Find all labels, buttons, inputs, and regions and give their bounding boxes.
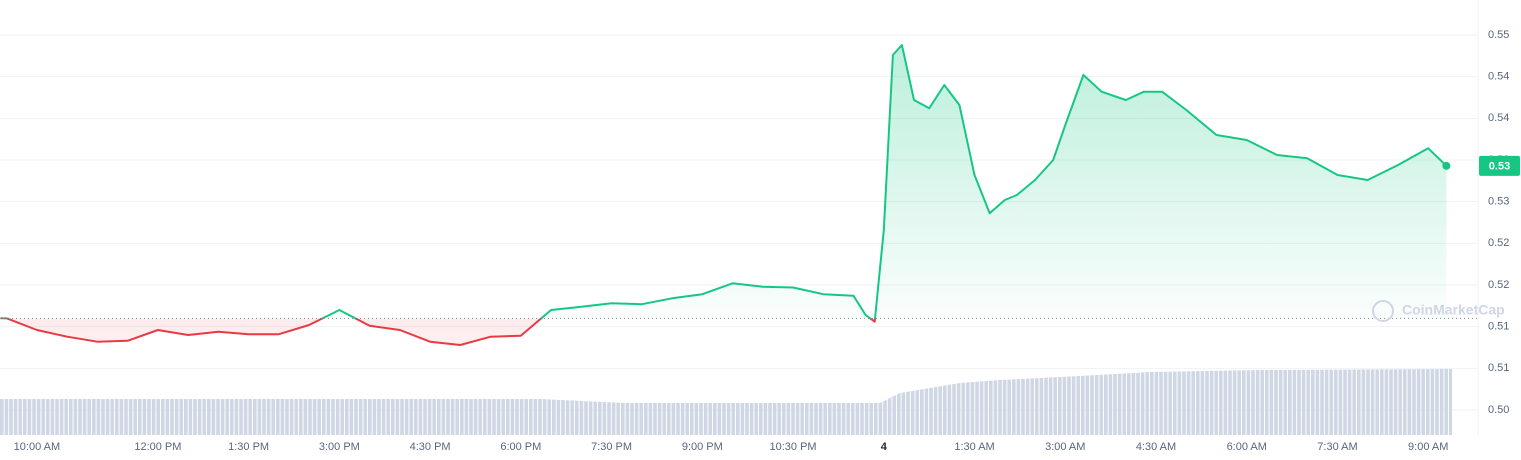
- x-tick-label: 4:30 AM: [1136, 441, 1176, 453]
- x-tick-label: 10:30 PM: [770, 441, 817, 453]
- y-tick-label: 0.55: [1488, 29, 1509, 41]
- watermark-text: CoinMarketCap: [1402, 302, 1505, 318]
- y-tick-label: 0.53: [1488, 196, 1509, 208]
- x-tick-label: 12:00 PM: [134, 441, 181, 453]
- price-line: [0, 44, 1448, 346]
- y-tick-label: 0.52: [1488, 237, 1509, 249]
- x-tick-label: 4:30 PM: [410, 441, 451, 453]
- watermark: CoinMarketCap: [1372, 300, 1505, 322]
- y-tick-label: 0.51: [1488, 362, 1509, 374]
- last-point: [1442, 161, 1451, 170]
- y-tick-label: 0.54: [1488, 71, 1509, 83]
- price-badge-label: 0.53: [1489, 161, 1510, 173]
- x-tick-label: 7:30 AM: [1317, 441, 1357, 453]
- volume-bars: [0, 369, 1452, 435]
- x-tick-label: 7:30 PM: [591, 441, 632, 453]
- y-tick-label: 0.50: [1488, 404, 1509, 416]
- price-badge: [1479, 155, 1520, 176]
- x-tick-label: 9:00 PM: [682, 441, 723, 453]
- area: [0, 45, 1447, 345]
- y-tick-label: 0.51: [1488, 321, 1509, 333]
- x-tick-label: 9:00 AM: [1408, 441, 1448, 453]
- x-tick-label: 10:00 AM: [14, 441, 60, 453]
- x-tick-label: 6:00 PM: [500, 441, 541, 453]
- y-tick-label: 0.54: [1488, 112, 1509, 124]
- x-tick-label: 6:00 AM: [1227, 441, 1267, 453]
- x-tick-label: 3:00 PM: [319, 441, 360, 453]
- x-tick-label: 1:30 PM: [228, 441, 269, 453]
- x-tick-label: 3:00 AM: [1045, 441, 1085, 453]
- y-tick-label: 0.52: [1488, 279, 1509, 291]
- x-tick-label: 1:30 AM: [954, 441, 994, 453]
- x-tick-label: 4: [881, 441, 888, 453]
